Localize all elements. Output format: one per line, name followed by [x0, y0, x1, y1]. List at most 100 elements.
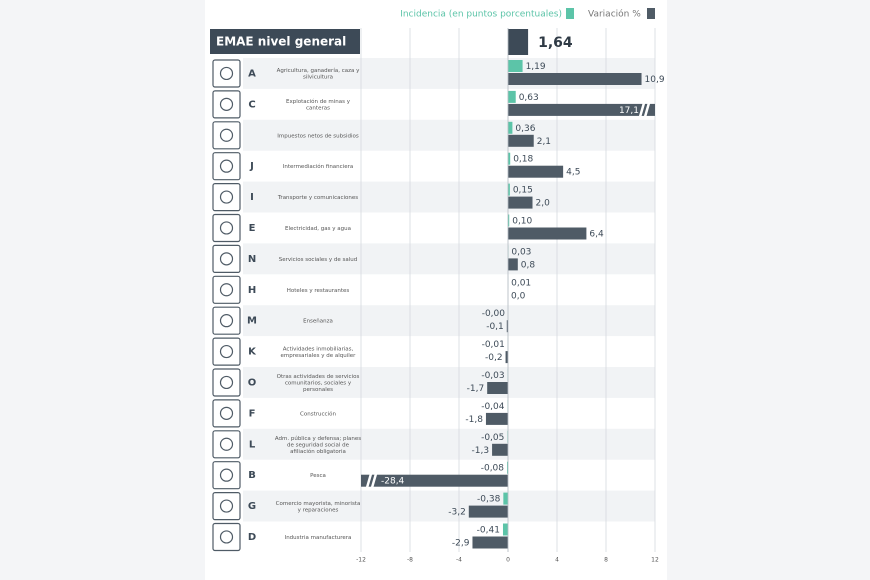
- bar: [507, 461, 508, 474]
- data-label: -3,2: [448, 508, 466, 518]
- row-stripe: [243, 490, 655, 522]
- bar: [472, 536, 508, 549]
- data-label: 6,4: [589, 230, 604, 240]
- bar: [492, 443, 508, 456]
- bar: [508, 183, 510, 196]
- bar: [468, 505, 508, 518]
- data-label: 0,01: [511, 278, 531, 288]
- icon: [219, 97, 234, 111]
- data-label: -0,00: [482, 309, 506, 319]
- x-tick-label: -12: [356, 557, 366, 564]
- data-label: 2,1: [537, 137, 551, 147]
- data-label: 0,0: [511, 291, 526, 301]
- bar: [508, 165, 564, 178]
- icon: [219, 221, 234, 235]
- icon: [219, 406, 234, 420]
- icon-box: [212, 522, 241, 552]
- data-label: 0,63: [519, 93, 539, 103]
- category-label: Hoteles y restaurantes: [287, 287, 350, 293]
- data-label: -1,7: [467, 384, 485, 394]
- icon: [219, 252, 234, 266]
- category-label: Intermediación financiera: [283, 163, 353, 170]
- bar: [506, 320, 508, 333]
- header-box: [210, 29, 360, 54]
- data-label: 4,5: [566, 168, 580, 178]
- break-mark: [370, 473, 378, 489]
- bar: [485, 412, 508, 425]
- bar: [508, 214, 510, 227]
- data-label: -0,38: [477, 495, 501, 505]
- header-bar: [508, 29, 529, 55]
- category-label: Comercio mayorista, minorista y reparacio…: [276, 500, 361, 513]
- category-code: B: [248, 470, 256, 481]
- bar: [487, 382, 508, 394]
- category-label: Agricultura, ganadería, caza y silvicultu…: [277, 67, 361, 81]
- category-code: G: [248, 501, 256, 512]
- bar: [508, 60, 523, 72]
- icon-box: [212, 59, 241, 88]
- icon-box: [212, 337, 241, 366]
- data-label: -1,3: [472, 446, 490, 456]
- header-label: EMAE nivel general: [216, 35, 346, 49]
- row-stripe: [243, 243, 655, 275]
- icon-box: [212, 430, 241, 459]
- bar: [508, 73, 642, 85]
- icon: [219, 66, 234, 81]
- category-label: Explotación de minas y canteras: [286, 98, 351, 112]
- x-tick-label: -4: [456, 557, 462, 564]
- header-value: 1,64: [538, 35, 573, 51]
- data-label: -0,41: [477, 526, 500, 536]
- legend-swatch: [566, 8, 574, 19]
- x-tick-label: 4: [555, 557, 559, 564]
- data-label: 0,18: [513, 155, 533, 165]
- bar: [508, 258, 518, 271]
- category-label: Transporte y comunicaciones: [277, 195, 358, 201]
- category-label: Otras actividades de servicios comunitari…: [277, 373, 360, 392]
- category-label: Actividades inmobiliarias, empresariales …: [281, 346, 357, 359]
- icon-box: [212, 152, 241, 181]
- icon: [219, 283, 234, 297]
- icon-box: [212, 368, 241, 397]
- data-label: 0,36: [515, 124, 535, 134]
- icon: [219, 190, 234, 204]
- legend-label: Incidencia (en puntos porcentuales): [400, 10, 562, 20]
- category-label: Pesca: [310, 473, 326, 479]
- category-code: O: [248, 377, 257, 388]
- category-label: Enseñanza: [303, 318, 333, 324]
- data-label: -0,1: [486, 322, 504, 332]
- icon-box: [212, 121, 241, 150]
- bar: [508, 103, 655, 116]
- data-label: -2,9: [452, 539, 470, 549]
- category-code: M: [247, 316, 257, 327]
- category-code: C: [248, 99, 255, 110]
- row-stripe: [243, 428, 655, 460]
- break-mark: [365, 473, 373, 489]
- category-code: E: [249, 223, 256, 234]
- category-code: L: [249, 439, 256, 450]
- bar: [508, 196, 533, 209]
- icon-box: [212, 492, 241, 521]
- icon: [219, 159, 234, 173]
- bar: [505, 351, 508, 364]
- icon-box: [212, 213, 241, 243]
- category-code: H: [248, 285, 256, 296]
- bar: [361, 474, 508, 487]
- icon: [219, 530, 234, 544]
- data-label: -28,4: [381, 477, 405, 487]
- category-code: F: [249, 408, 256, 419]
- category-code: I: [250, 192, 254, 203]
- bar: [503, 492, 508, 505]
- x-tick-label: 8: [604, 557, 608, 564]
- data-label: 0,10: [512, 217, 532, 227]
- break-mark: [643, 102, 651, 118]
- data-label: -0,2: [485, 353, 503, 363]
- data-label: 0,15: [513, 186, 533, 196]
- category-label: Impuestos netos de subsidios: [277, 133, 359, 139]
- category-code: N: [248, 254, 256, 265]
- icon-box: [212, 90, 241, 119]
- category-code: J: [249, 161, 254, 172]
- category-code: A: [248, 68, 256, 79]
- category-label: Industria manufacturera: [285, 534, 352, 540]
- data-label: 0,03: [511, 247, 531, 257]
